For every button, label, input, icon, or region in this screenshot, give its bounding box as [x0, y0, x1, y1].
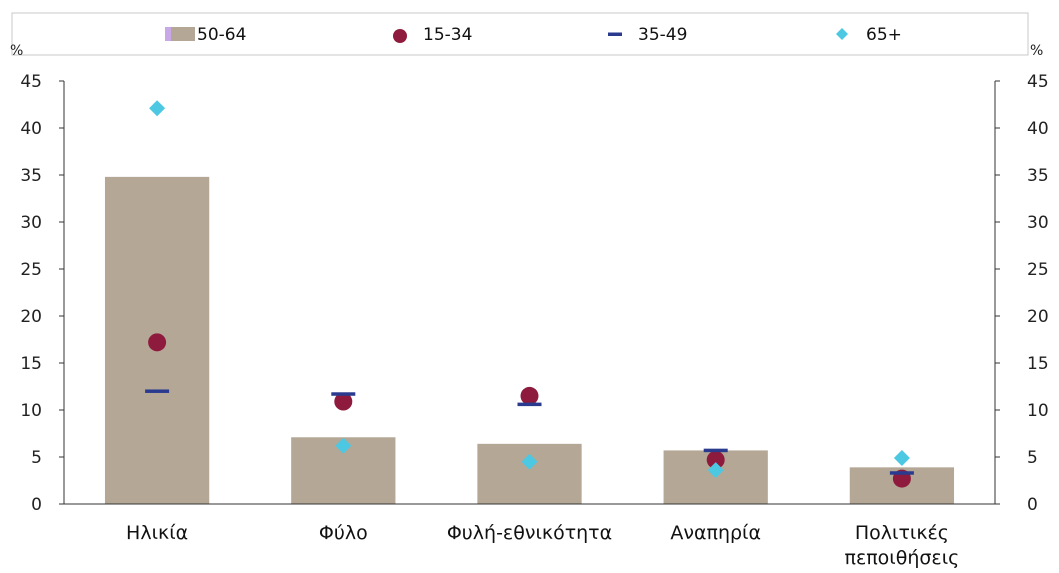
point-diamond [521, 453, 538, 470]
point-circle [706, 450, 725, 469]
legend-swatch-bar [171, 27, 195, 41]
y-tick-label-right: 40 [1027, 119, 1049, 139]
y-tick-label-right: 15 [1027, 354, 1049, 374]
legend-swatch-dash [608, 32, 622, 36]
x-category-label: Πολιτικές [855, 522, 949, 544]
y-tick-label-right: 20 [1027, 307, 1049, 327]
x-category-label: πεποιθήσεις [845, 547, 960, 569]
legend-swatch-bar-accent [165, 27, 171, 41]
point-diamond [707, 462, 724, 479]
y-tick-label-right: 5 [1027, 448, 1038, 468]
marker-series [145, 100, 914, 488]
point-dash [145, 389, 170, 393]
point-dash [331, 392, 356, 396]
legend-swatch-diamond [836, 28, 848, 40]
y-tick-label-right: 45 [1027, 72, 1049, 92]
point-circle [520, 386, 539, 405]
y-tick-label-left: 45 [20, 72, 42, 92]
point-circle [148, 333, 167, 352]
y-tick-label-left: 35 [20, 166, 42, 186]
point-dash [517, 402, 542, 407]
y-axis-unit-right: % [1030, 43, 1043, 59]
legend-swatch-circle [393, 29, 407, 43]
y-tick-label-left: 30 [20, 213, 42, 233]
point-dash [889, 471, 914, 475]
x-category-label: Αναπηρία [670, 522, 761, 544]
y-tick-label-left: 20 [20, 307, 42, 327]
legend: 50-64 15-34 35-49 65+ [165, 25, 902, 45]
y-tick-label-right: 35 [1027, 166, 1049, 186]
point-circle [334, 392, 353, 411]
y-axis-ticks: 0 0 5 5 10 10 15 15 20 20 25 25 30 30 35 35 40 40 45 45 [20, 72, 1048, 515]
legend-label: 15-34 [423, 25, 472, 45]
point-diamond [893, 449, 910, 466]
y-tick-label-right: 25 [1027, 260, 1049, 280]
y-tick-label-left: 25 [20, 260, 42, 280]
bar [477, 443, 582, 504]
point-diamond [149, 100, 166, 117]
x-category-label: Ηλικία [126, 522, 188, 544]
y-tick-label-left: 10 [20, 401, 42, 421]
x-category-label: Φυλή-εθνικότητα [447, 522, 612, 544]
point-diamond [335, 437, 352, 454]
y-axis-unit-left: % [10, 43, 23, 59]
point-dash [703, 448, 728, 453]
x-category-label: Φύλο [319, 522, 368, 544]
y-tick-label-right: 30 [1027, 213, 1049, 233]
y-tick-label-right: 10 [1027, 401, 1049, 421]
legend-label: 50-64 [197, 25, 246, 45]
y-tick-label-right: 0 [1027, 495, 1038, 515]
y-tick-label-left: 0 [31, 495, 42, 515]
x-axis-labels: Ηλικία Φύλο Φυλή-εθνικότητα Αναπηρία Πολιτικ… [126, 522, 959, 569]
y-tick-label-left: 40 [20, 119, 42, 139]
legend-label: 35-49 [638, 25, 687, 45]
legend-label: 65+ [866, 25, 902, 45]
y-tick-label-left: 15 [20, 354, 42, 374]
y-tick-label-left: 5 [31, 448, 42, 468]
